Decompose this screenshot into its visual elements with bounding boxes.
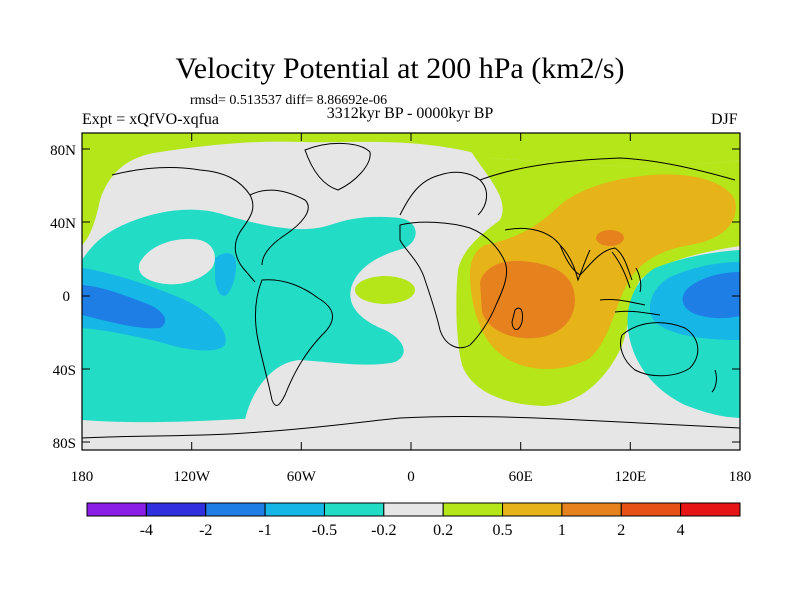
colorbar-labels: -4 -2 -1 -0.5 -0.2 0.2 0.5 1 2 4 — [140, 522, 685, 539]
x-tick-marks — [81, 133, 741, 450]
xtick-label-120w: 120W — [173, 469, 211, 485]
coast-madagascar — [511, 307, 523, 330]
colorbar-label: -2 — [199, 522, 212, 539]
coast-north-america — [111, 167, 256, 283]
coast-antarctica — [82, 416, 740, 439]
colorbar-label: -0.5 — [312, 522, 337, 539]
coast-greenland — [304, 142, 371, 191]
colorbar-label: 0.5 — [493, 522, 513, 539]
coast-australia — [620, 322, 699, 377]
time-period-label: 3312kyr BP - 0000kyr BP — [326, 105, 494, 122]
ytick-label-80n: 80N — [50, 143, 76, 159]
field-orange-core — [480, 260, 575, 339]
ytick-label-80s: 80S — [53, 436, 76, 452]
coast-south-america — [254, 279, 333, 406]
colorbar-swatch — [264, 502, 325, 517]
season-label: DJF — [711, 111, 738, 128]
field-neutral-south — [82, 406, 740, 450]
ytick-label-40n: 40N — [50, 216, 76, 232]
colorbar-swatch — [561, 502, 622, 517]
colorbar-label: -0.2 — [371, 522, 396, 539]
colorbar-swatch — [145, 502, 207, 517]
xtick-label-180e: 180 — [729, 469, 752, 485]
colorbar-swatch — [620, 502, 682, 517]
xtick-label-60w: 60W — [287, 469, 317, 485]
colorbar-label: 0.2 — [433, 522, 453, 539]
ytick-label-40s: 40S — [53, 363, 76, 379]
colorbar-swatch — [86, 502, 147, 517]
coast-north-america-east — [249, 189, 309, 266]
field-neutral-pacific — [138, 239, 215, 285]
coastlines — [82, 142, 740, 439]
xtick-label-0: 0 — [407, 469, 415, 485]
colorbar-swatch — [323, 502, 385, 517]
field-blue-east — [682, 272, 740, 319]
field-green-atlantic — [355, 276, 415, 304]
colorbar-swatch — [383, 502, 444, 517]
coast-africa — [399, 221, 508, 349]
rmsd-diff-stats: rmsd= 0.513537 diff= 8.86692e-06 — [190, 93, 388, 108]
xtick-label-120e: 120E — [614, 469, 646, 485]
colorbar-label: -1 — [258, 522, 271, 539]
colorbar-label: 1 — [558, 522, 566, 539]
coast-new-zealand — [711, 369, 717, 393]
experiment-label: Expt = xQfVO-xqfua — [82, 111, 219, 128]
coast-southeast-asia — [611, 251, 642, 293]
colorbar-label: 2 — [617, 522, 625, 539]
coast-europe — [399, 171, 487, 216]
xtick-label-60e: 60E — [509, 469, 533, 485]
coast-indonesia — [599, 299, 661, 316]
ytick-label-0: 0 — [63, 289, 71, 305]
colorbar-swatch — [680, 502, 741, 517]
plot-title: Velocity Potential at 200 hPa (km2/s) — [175, 52, 625, 85]
xtick-label-180w: 180 — [71, 469, 94, 485]
field-orange-asia — [596, 230, 624, 246]
field-blue-west — [82, 285, 166, 329]
field-lightblue-mexico — [215, 253, 237, 296]
velocity-potential-field — [82, 133, 740, 450]
colorbar-swatch — [442, 502, 504, 517]
colorbar-swatch — [205, 502, 266, 517]
colorbar-label: -4 — [140, 522, 153, 539]
colorbar — [86, 502, 741, 517]
coast-india — [559, 244, 591, 282]
colorbar-label: 4 — [677, 522, 685, 539]
y-tick-marks — [82, 148, 740, 443]
colorbar-swatch — [502, 502, 563, 517]
